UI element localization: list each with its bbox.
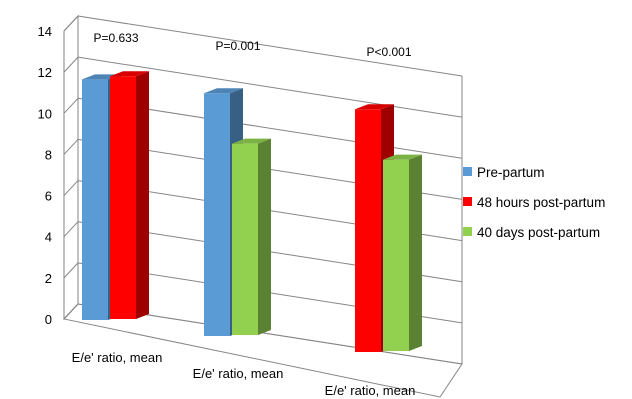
bar [232,138,271,335]
legend-swatch [463,227,472,236]
side-gridline [63,15,79,32]
bar-top [355,104,394,110]
y-tick-label: 2 [45,271,52,286]
legend-label: 40 days post-partum [477,225,600,240]
bar-front [232,143,258,335]
bar [110,71,149,319]
legend-label: 48 hours post-partum [477,195,605,210]
bars-layer [82,71,422,352]
legend-swatch [463,167,472,176]
bar-top [204,88,243,94]
category-label: E/e' ratio, mean [325,383,416,398]
legend-item: Pre-partum [463,165,545,180]
category-label: E/e' ratio, mean [193,366,284,381]
y-tick-label: 8 [45,147,52,162]
bar-front [355,109,381,352]
bar-side [409,154,422,351]
side-gridline [63,262,79,279]
bar-top [110,71,149,77]
p-value-annotation: P<0.001 [366,45,411,59]
category-label: E/e' ratio, mean [72,350,163,365]
side-gridline [63,180,79,196]
bar-front [110,76,136,319]
bar [383,154,422,351]
side-gridline [63,303,79,320]
bar-front [204,93,230,336]
legend-swatch [463,197,472,206]
y-tick-label: 10 [38,106,52,121]
y-tick-label: 12 [38,65,52,80]
legend-item: 48 hours post-partum [463,195,605,210]
gridline [77,56,463,118]
bar-front [82,79,108,320]
bar-top [383,154,422,160]
bar-side [258,138,271,335]
legend-label: Pre-partum [477,165,545,180]
side-gridline [63,221,79,238]
bar-side [136,71,149,319]
side-wall [63,14,79,321]
text-layer: 0 2 4 6 8 10 12 14 P=0.633 E/e' ratio, mean P=0.00… [38,24,416,398]
y-tick-label: 14 [38,24,52,39]
legend-item: 40 days post-partum [463,225,600,240]
y-tick-label: 6 [45,189,52,204]
side-gridline [63,97,79,114]
y-tick-label: 0 [45,312,52,327]
side-gridline [63,139,79,155]
bar-front [383,159,409,351]
legend: Pre-partum 48 hours post-partum 40 days po… [463,165,605,240]
gridline [77,15,463,77]
bar-top [232,138,271,144]
y-tick-label: 4 [45,230,52,245]
p-value-annotation: P=0.001 [215,39,260,53]
side-gridline [63,56,79,73]
p-value-annotation: P=0.633 [93,31,138,45]
